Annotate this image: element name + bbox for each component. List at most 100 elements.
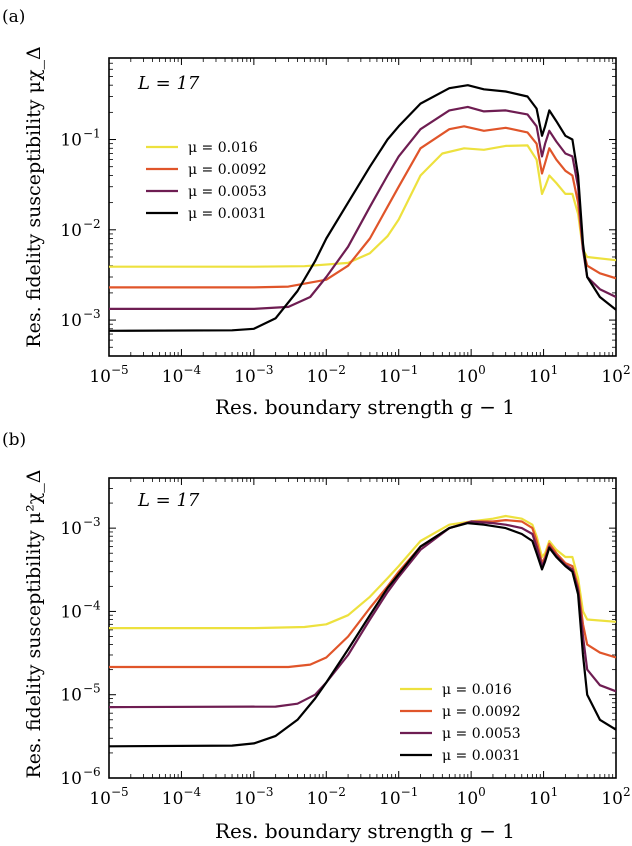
panel-a-axes-frame — [108, 57, 617, 357]
panel-a-annotation: L = 17 — [137, 73, 200, 94]
panel-a-xtick-label-base: 10 — [89, 367, 111, 387]
panel-b-ytick-label-exp: −4 — [83, 598, 101, 612]
panel-a-xtick-label-exp: −1 — [401, 363, 419, 377]
panel-a-xtick-label-base: 10 — [162, 367, 184, 387]
panel-a-xtick-label-exp: −2 — [328, 363, 346, 377]
panel-b-legend-label-1: μ = 0.016 — [442, 682, 512, 698]
panel-b-ytick-label-base: 10 — [60, 769, 82, 789]
panel-b-xtick-label: 101 — [529, 785, 558, 809]
panel-a-ytick-label-base: 10 — [60, 311, 82, 331]
panel-a-xtick-label: 102 — [601, 363, 630, 387]
panel-a-ylabel-text: Res. fidelity susceptibility μχ_Δ — [23, 46, 45, 347]
panel-b-xtick-label-base: 10 — [457, 789, 479, 809]
panel-b-xtick-label-base: 10 — [234, 789, 256, 809]
panel-b-legend-label-3: μ = 0.0053 — [442, 726, 521, 742]
panel-b-ytick-label: 10−6 — [60, 765, 100, 789]
panel-a-legend-label-2: μ = 0.0092 — [188, 162, 267, 178]
panel-a-ytick-label-exp: −1 — [83, 127, 101, 141]
panel-a-xtick-label-exp: −5 — [111, 363, 129, 377]
panel-a-legend-label-4: μ = 0.0031 — [188, 206, 267, 222]
panel-b-ytick-label-exp: −6 — [83, 765, 101, 779]
panel-a-xtick-label: 101 — [529, 363, 558, 387]
panel-b-xtick-label-base: 10 — [379, 789, 401, 809]
panel-a-xtick-label-base: 10 — [307, 367, 329, 387]
panel-b-xtick-label: 10−4 — [162, 785, 202, 809]
panel-a-xtick-label-exp: 1 — [551, 363, 559, 377]
panel-a-xtick-label-exp: −4 — [183, 363, 201, 377]
panel-b-plot: 10−5 10−4 10−3 10−2 10−1 100 101 10210−610−510−… — [60, 477, 631, 809]
panel-b-series-line-4 — [109, 522, 616, 748]
panel-b-xtick-label-exp: −4 — [183, 785, 201, 799]
panel-b-series-line-1 — [109, 514, 616, 630]
panel-a-xtick-label-base: 10 — [457, 367, 479, 387]
panel-b-ytick-label-base: 10 — [60, 686, 82, 706]
panel-b-xtick-label-exp: −2 — [328, 785, 346, 799]
panel-a-label: (a) — [2, 7, 25, 27]
panel-b-xtick-label-base: 10 — [162, 789, 184, 809]
panel-a: (a) Res. fidelity susceptibility μχ_Δ 10… — [2, 7, 631, 419]
panel-a-legend-label-1: μ = 0.016 — [188, 140, 258, 156]
panel-b-ylabel-text: Res. fidelity susceptibility μ²χ_Δ — [23, 469, 45, 778]
panel-a-xtick-label-base: 10 — [601, 367, 623, 387]
panel-a-ytick-label-base: 10 — [60, 221, 82, 241]
panel-a-ytick-label-exp: −3 — [83, 307, 101, 321]
panel-a-xtick-label: 100 — [457, 363, 486, 387]
panel-b: (b) Res. fidelity susceptibility μ²χ_Δ 1… — [2, 430, 631, 843]
panel-a-xtick-label: 10−4 — [162, 363, 202, 387]
panel-b-ytick-label-exp: −5 — [83, 682, 101, 696]
panel-b-series-group — [109, 514, 616, 748]
panel-a-ytick-label: 10−3 — [60, 307, 100, 331]
panel-a-ytick-label: 10−1 — [60, 127, 100, 151]
panel-a-xtick-label: 10−1 — [379, 363, 418, 387]
panel-b-xtick-label-exp: −1 — [401, 785, 419, 799]
panel-a-xtick-label-base: 10 — [379, 367, 401, 387]
panel-a-xtick-label-base: 10 — [529, 367, 551, 387]
panel-b-legend-label-2: μ = 0.0092 — [442, 704, 521, 720]
panel-a-series-line-1 — [109, 144, 616, 268]
panel-a-series-line-2 — [109, 125, 616, 289]
panel-b-series-line-2 — [109, 519, 616, 669]
panel-b-xtick-label: 10−1 — [379, 785, 418, 809]
panel-a-xtick-label-exp: 0 — [478, 363, 486, 377]
panel-b-xtick-label: 102 — [601, 785, 630, 809]
panel-b-xtick-label: 10−2 — [307, 785, 346, 809]
panel-b-xtick-label: 10−5 — [89, 785, 128, 809]
panel-b-xtick-label-base: 10 — [89, 789, 111, 809]
panel-b-xtick-label-exp: 2 — [623, 785, 631, 799]
panel-a-ytick-label-exp: −2 — [83, 217, 101, 231]
panel-b-ytick-label: 10−3 — [60, 515, 100, 539]
panel-b-xtick-label-base: 10 — [601, 789, 623, 809]
panel-b-xtick-label-base: 10 — [307, 789, 329, 809]
panel-b-label: (b) — [2, 430, 26, 450]
panel-b-xlabel: Res. boundary strength g − 1 — [215, 819, 515, 843]
panel-b-xtick-label-base: 10 — [529, 789, 551, 809]
panel-a-xtick-label-exp: 2 — [623, 363, 631, 377]
panel-a-ytick-label-base: 10 — [60, 131, 82, 151]
panel-a-series-line-4 — [109, 84, 616, 332]
panel-b-legend-label-4: μ = 0.0031 — [442, 748, 521, 764]
panel-b-ytick-label-exp: −3 — [83, 515, 101, 529]
panel-a-xtick-label: 10−3 — [234, 363, 273, 387]
panel-b-xtick-label-exp: 0 — [478, 785, 486, 799]
panel-b-ytick-label: 10−5 — [60, 682, 100, 706]
panel-a-xtick-label: 10−2 — [307, 363, 346, 387]
panel-b-ytick-label-base: 10 — [60, 519, 82, 539]
panel-b-xtick-label: 100 — [457, 785, 486, 809]
panel-a-xtick-label-exp: −3 — [256, 363, 274, 377]
panel-a-ytick-label: 10−2 — [60, 217, 100, 241]
panel-b-xtick-label-exp: 1 — [551, 785, 559, 799]
panel-a-ylabel: Res. fidelity susceptibility μχ_Δ — [23, 46, 45, 347]
panel-b-ylabel: Res. fidelity susceptibility μ²χ_Δ — [23, 469, 45, 778]
panel-b-xtick-label: 10−3 — [234, 785, 273, 809]
panel-a-series-group — [109, 84, 616, 332]
panel-b-ytick-label: 10−4 — [60, 598, 101, 622]
panel-b-xtick-label-exp: −3 — [256, 785, 274, 799]
panel-a-xlabel: Res. boundary strength g − 1 — [215, 395, 515, 419]
panel-a-plot: 10−5 10−4 10−3 10−2 10−1 100 101 10210−310−210−… — [60, 57, 631, 387]
panel-a-series-line-3 — [109, 105, 616, 310]
panel-a-xtick-label: 10−5 — [89, 363, 128, 387]
panel-b-annotation: L = 17 — [137, 490, 200, 511]
panel-a-xtick-label-base: 10 — [234, 367, 256, 387]
panel-b-ytick-label-base: 10 — [60, 602, 82, 622]
